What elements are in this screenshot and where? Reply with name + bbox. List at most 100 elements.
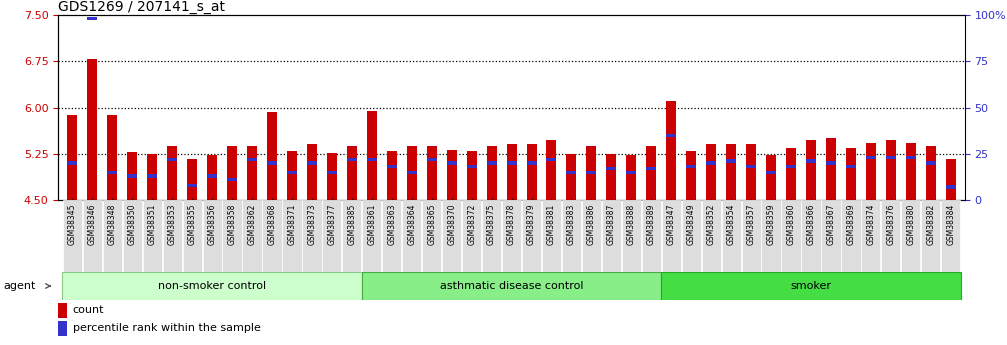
Bar: [387, 151, 397, 200]
Text: GSM38384: GSM38384: [947, 204, 956, 245]
Text: GSM38376: GSM38376: [886, 204, 895, 245]
Bar: [88, 59, 98, 200]
Bar: [207, 155, 218, 200]
Text: GSM38380: GSM38380: [906, 204, 915, 245]
Text: GSM38364: GSM38364: [407, 204, 416, 245]
Bar: [167, 158, 177, 161]
Text: GSM38347: GSM38347: [667, 204, 676, 245]
Text: GSM38372: GSM38372: [467, 204, 476, 245]
Bar: [567, 170, 576, 174]
Text: GSM38356: GSM38356: [207, 204, 217, 245]
Text: GSM38379: GSM38379: [527, 204, 536, 245]
Bar: [746, 165, 756, 168]
Bar: [302, 200, 321, 272]
Bar: [726, 145, 736, 200]
Bar: [706, 161, 716, 165]
Bar: [462, 200, 481, 272]
Bar: [706, 145, 716, 200]
Text: GSM38357: GSM38357: [746, 204, 755, 245]
Bar: [761, 200, 780, 272]
Bar: [422, 200, 441, 272]
Bar: [886, 140, 896, 200]
Bar: [322, 200, 341, 272]
Bar: [67, 115, 78, 200]
Text: GSM38387: GSM38387: [607, 204, 616, 245]
Text: GSM38378: GSM38378: [508, 204, 516, 245]
Bar: [247, 146, 257, 200]
Text: GSM38389: GSM38389: [646, 204, 656, 245]
Bar: [501, 200, 522, 272]
Bar: [921, 200, 941, 272]
Text: GSM38371: GSM38371: [287, 204, 296, 245]
Bar: [507, 145, 517, 200]
Bar: [228, 146, 237, 200]
Text: GSM38351: GSM38351: [148, 204, 157, 245]
Bar: [243, 200, 262, 272]
Bar: [806, 159, 816, 163]
Bar: [822, 200, 841, 272]
Bar: [427, 158, 437, 161]
Bar: [802, 200, 821, 272]
Bar: [682, 200, 701, 272]
Bar: [342, 200, 362, 272]
Text: GSM38345: GSM38345: [67, 204, 77, 245]
Bar: [626, 155, 636, 200]
Bar: [686, 165, 696, 168]
Bar: [702, 200, 721, 272]
Bar: [662, 200, 681, 272]
Bar: [586, 146, 596, 200]
Bar: [582, 200, 601, 272]
Text: percentile rank within the sample: percentile rank within the sample: [73, 323, 261, 333]
Text: GSM38365: GSM38365: [427, 204, 436, 245]
Bar: [182, 200, 201, 272]
Bar: [482, 200, 501, 272]
Text: GSM38382: GSM38382: [926, 204, 936, 245]
Bar: [667, 101, 677, 200]
Bar: [247, 158, 257, 161]
Bar: [766, 170, 776, 174]
Text: GSM38375: GSM38375: [487, 204, 496, 245]
Text: GSM38369: GSM38369: [847, 204, 855, 245]
Bar: [108, 115, 117, 200]
Bar: [786, 148, 796, 200]
Text: GSM38360: GSM38360: [786, 204, 796, 245]
Bar: [162, 200, 182, 272]
Bar: [746, 145, 756, 200]
Text: GSM38353: GSM38353: [168, 204, 176, 245]
Bar: [223, 200, 242, 272]
Bar: [58, 321, 67, 336]
Bar: [667, 134, 677, 137]
Bar: [442, 200, 461, 272]
Bar: [866, 156, 876, 159]
Bar: [841, 200, 861, 272]
Bar: [62, 272, 362, 300]
Bar: [722, 200, 741, 272]
Bar: [906, 156, 915, 159]
Bar: [646, 167, 657, 170]
Bar: [127, 174, 137, 178]
Bar: [522, 200, 541, 272]
Bar: [826, 138, 836, 200]
Bar: [466, 151, 476, 200]
Text: GSM38366: GSM38366: [807, 204, 816, 245]
Bar: [346, 158, 356, 161]
Bar: [466, 165, 476, 168]
Bar: [766, 155, 776, 200]
Bar: [367, 111, 377, 200]
Bar: [267, 161, 277, 165]
Bar: [826, 161, 836, 165]
Bar: [383, 200, 402, 272]
Text: GSM38385: GSM38385: [347, 204, 356, 245]
Bar: [387, 165, 397, 168]
Text: asthmatic disease control: asthmatic disease control: [440, 281, 583, 291]
Bar: [103, 200, 122, 272]
Text: GSM38370: GSM38370: [447, 204, 456, 245]
Bar: [606, 154, 616, 200]
Bar: [263, 200, 282, 272]
Bar: [402, 200, 421, 272]
Bar: [486, 146, 496, 200]
Text: GSM38374: GSM38374: [866, 204, 875, 245]
Bar: [866, 142, 876, 200]
Text: non-smoker control: non-smoker control: [158, 281, 266, 291]
Bar: [143, 200, 162, 272]
